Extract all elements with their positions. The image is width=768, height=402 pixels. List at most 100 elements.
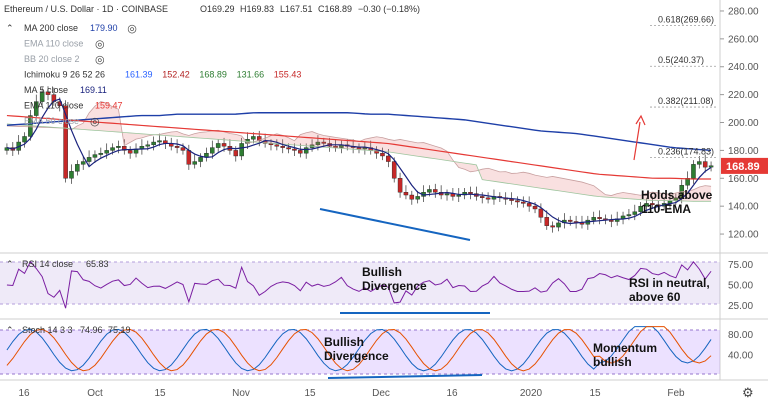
- candle[interactable]: [702, 154, 708, 173]
- price-pane[interactable]: 0.618(269.66) 0.5(240.37) 0.382(211.08) 0.2…: [0, 0, 768, 381]
- candle[interactable]: [292, 143, 297, 156]
- candle[interactable]: [708, 161, 714, 172]
- candle[interactable]: [63, 100, 68, 183]
- candle[interactable]: [697, 155, 702, 169]
- candle[interactable]: [127, 146, 133, 159]
- candle-body: [45, 91, 51, 95]
- candle-body: [286, 147, 291, 150]
- candle[interactable]: [403, 185, 409, 200]
- candle[interactable]: [286, 143, 291, 154]
- legend-row[interactable]: EMA 110 close ◎: [24, 39, 105, 51]
- legend-row[interactable]: EMA 50 close ◎: [24, 116, 100, 128]
- candle[interactable]: [86, 150, 92, 166]
- candle[interactable]: [151, 136, 156, 151]
- candle[interactable]: [526, 196, 532, 212]
- eye-hidden-icon[interactable]: ◎: [127, 23, 137, 35]
- candle[interactable]: [192, 154, 197, 169]
- candle[interactable]: [92, 150, 98, 163]
- candle[interactable]: [391, 157, 397, 183]
- indicator-legend[interactable]: MA 200 close 179.90 ◎ EMA 110 close ◎ BB 20 c…: [6, 23, 301, 128]
- price-divergence-trendline[interactable]: [319, 208, 471, 241]
- candle[interactable]: [691, 160, 696, 184]
- candle[interactable]: [22, 132, 27, 148]
- candle[interactable]: [650, 196, 655, 209]
- collapse-icon[interactable]: ⌃: [6, 23, 14, 33]
- candle[interactable]: [116, 140, 121, 154]
- eye-hidden-icon[interactable]: ◎: [95, 54, 105, 66]
- candle[interactable]: [239, 137, 244, 161]
- eye-hidden-icon[interactable]: ◎: [95, 39, 105, 51]
- candle[interactable]: [567, 215, 573, 226]
- candle[interactable]: [521, 196, 526, 208]
- candle[interactable]: [210, 140, 215, 159]
- candle-body: [691, 164, 696, 179]
- candle[interactable]: [380, 147, 385, 161]
- candle-body: [39, 91, 45, 102]
- ohlc-open: O169.29: [200, 4, 235, 14]
- candle[interactable]: [198, 153, 203, 168]
- candle[interactable]: [4, 143, 10, 155]
- legend-row[interactable]: Ichimoku 9 26 52 26 161.39 152.42 168.89 131…: [24, 70, 301, 80]
- candle-body: [151, 141, 156, 146]
- candle[interactable]: [550, 221, 555, 233]
- candle-body: [550, 225, 555, 228]
- candle[interactable]: [98, 147, 104, 159]
- candle-body: [157, 140, 162, 143]
- candle-body: [638, 205, 643, 212]
- candle[interactable]: [274, 139, 280, 151]
- candle[interactable]: [597, 210, 602, 225]
- ohlc-close: C168.89: [318, 4, 352, 14]
- candle[interactable]: [409, 190, 415, 205]
- gear-icon[interactable]: ⚙: [742, 385, 754, 400]
- candle[interactable]: [515, 196, 520, 208]
- last-price-label: 168.89: [726, 161, 760, 173]
- price-tick-label: 260.00: [728, 34, 759, 45]
- candle[interactable]: [80, 155, 86, 170]
- candle[interactable]: [415, 190, 420, 204]
- candle-body: [597, 217, 602, 219]
- candle[interactable]: [45, 86, 51, 101]
- candle[interactable]: [544, 210, 550, 230]
- candle[interactable]: [433, 183, 438, 198]
- candle[interactable]: [122, 139, 127, 155]
- candle[interactable]: [632, 204, 638, 221]
- rsi-pane[interactable]: RSI 14 close 65.83 ⌃: [0, 259, 720, 314]
- candle-body: [34, 101, 39, 116]
- candle[interactable]: [556, 217, 561, 232]
- legend-row[interactable]: MA 5 close 169.11: [24, 85, 107, 95]
- stoch-divergence-trendline[interactable]: [327, 374, 483, 379]
- candle[interactable]: [538, 203, 544, 223]
- candle-body: [4, 147, 10, 151]
- legend-row[interactable]: MA 200 close 179.90 ◎: [24, 23, 137, 35]
- candle[interactable]: [485, 192, 491, 204]
- price-axis[interactable]: 280.00 260.00 240.00 220.00 200.00 180.00 160.…: [720, 6, 768, 362]
- candle[interactable]: [39, 87, 45, 106]
- stoch-pane[interactable]: Stoch 14 3 3 74.96 75.19 ⌃: [0, 325, 720, 379]
- ohlc-low: L167.51: [280, 4, 313, 14]
- eye-hidden-icon[interactable]: ◎: [90, 116, 100, 128]
- collapse-icon[interactable]: ⌃: [6, 325, 14, 335]
- candle[interactable]: [104, 143, 109, 159]
- candle[interactable]: [397, 172, 403, 198]
- candle[interactable]: [374, 146, 379, 159]
- legend-label: MA 5 close: [24, 85, 68, 95]
- legend-row[interactable]: EMA 110 close 159.47: [24, 101, 123, 111]
- candle[interactable]: [479, 192, 485, 204]
- candle[interactable]: [75, 160, 80, 176]
- time-tick-label: Feb: [667, 388, 685, 399]
- candle[interactable]: [69, 164, 74, 184]
- stoch-legend-k: 74.96: [80, 325, 103, 335]
- candle-body: [468, 192, 473, 194]
- candle[interactable]: [280, 139, 285, 154]
- annotation-holds-ema: Holds above: [641, 188, 713, 202]
- candle[interactable]: [174, 139, 180, 154]
- candle[interactable]: [34, 94, 39, 122]
- candle[interactable]: [591, 211, 596, 225]
- candle[interactable]: [215, 139, 221, 152]
- collapse-icon[interactable]: ⌃: [6, 259, 14, 269]
- candle-body: [397, 178, 403, 193]
- time-axis[interactable]: 16 Oct 15 Nov 15 Dec 16 2020 15 Feb: [18, 388, 685, 399]
- legend-row[interactable]: BB 20 close 2 ◎: [24, 54, 105, 66]
- candle[interactable]: [444, 189, 450, 201]
